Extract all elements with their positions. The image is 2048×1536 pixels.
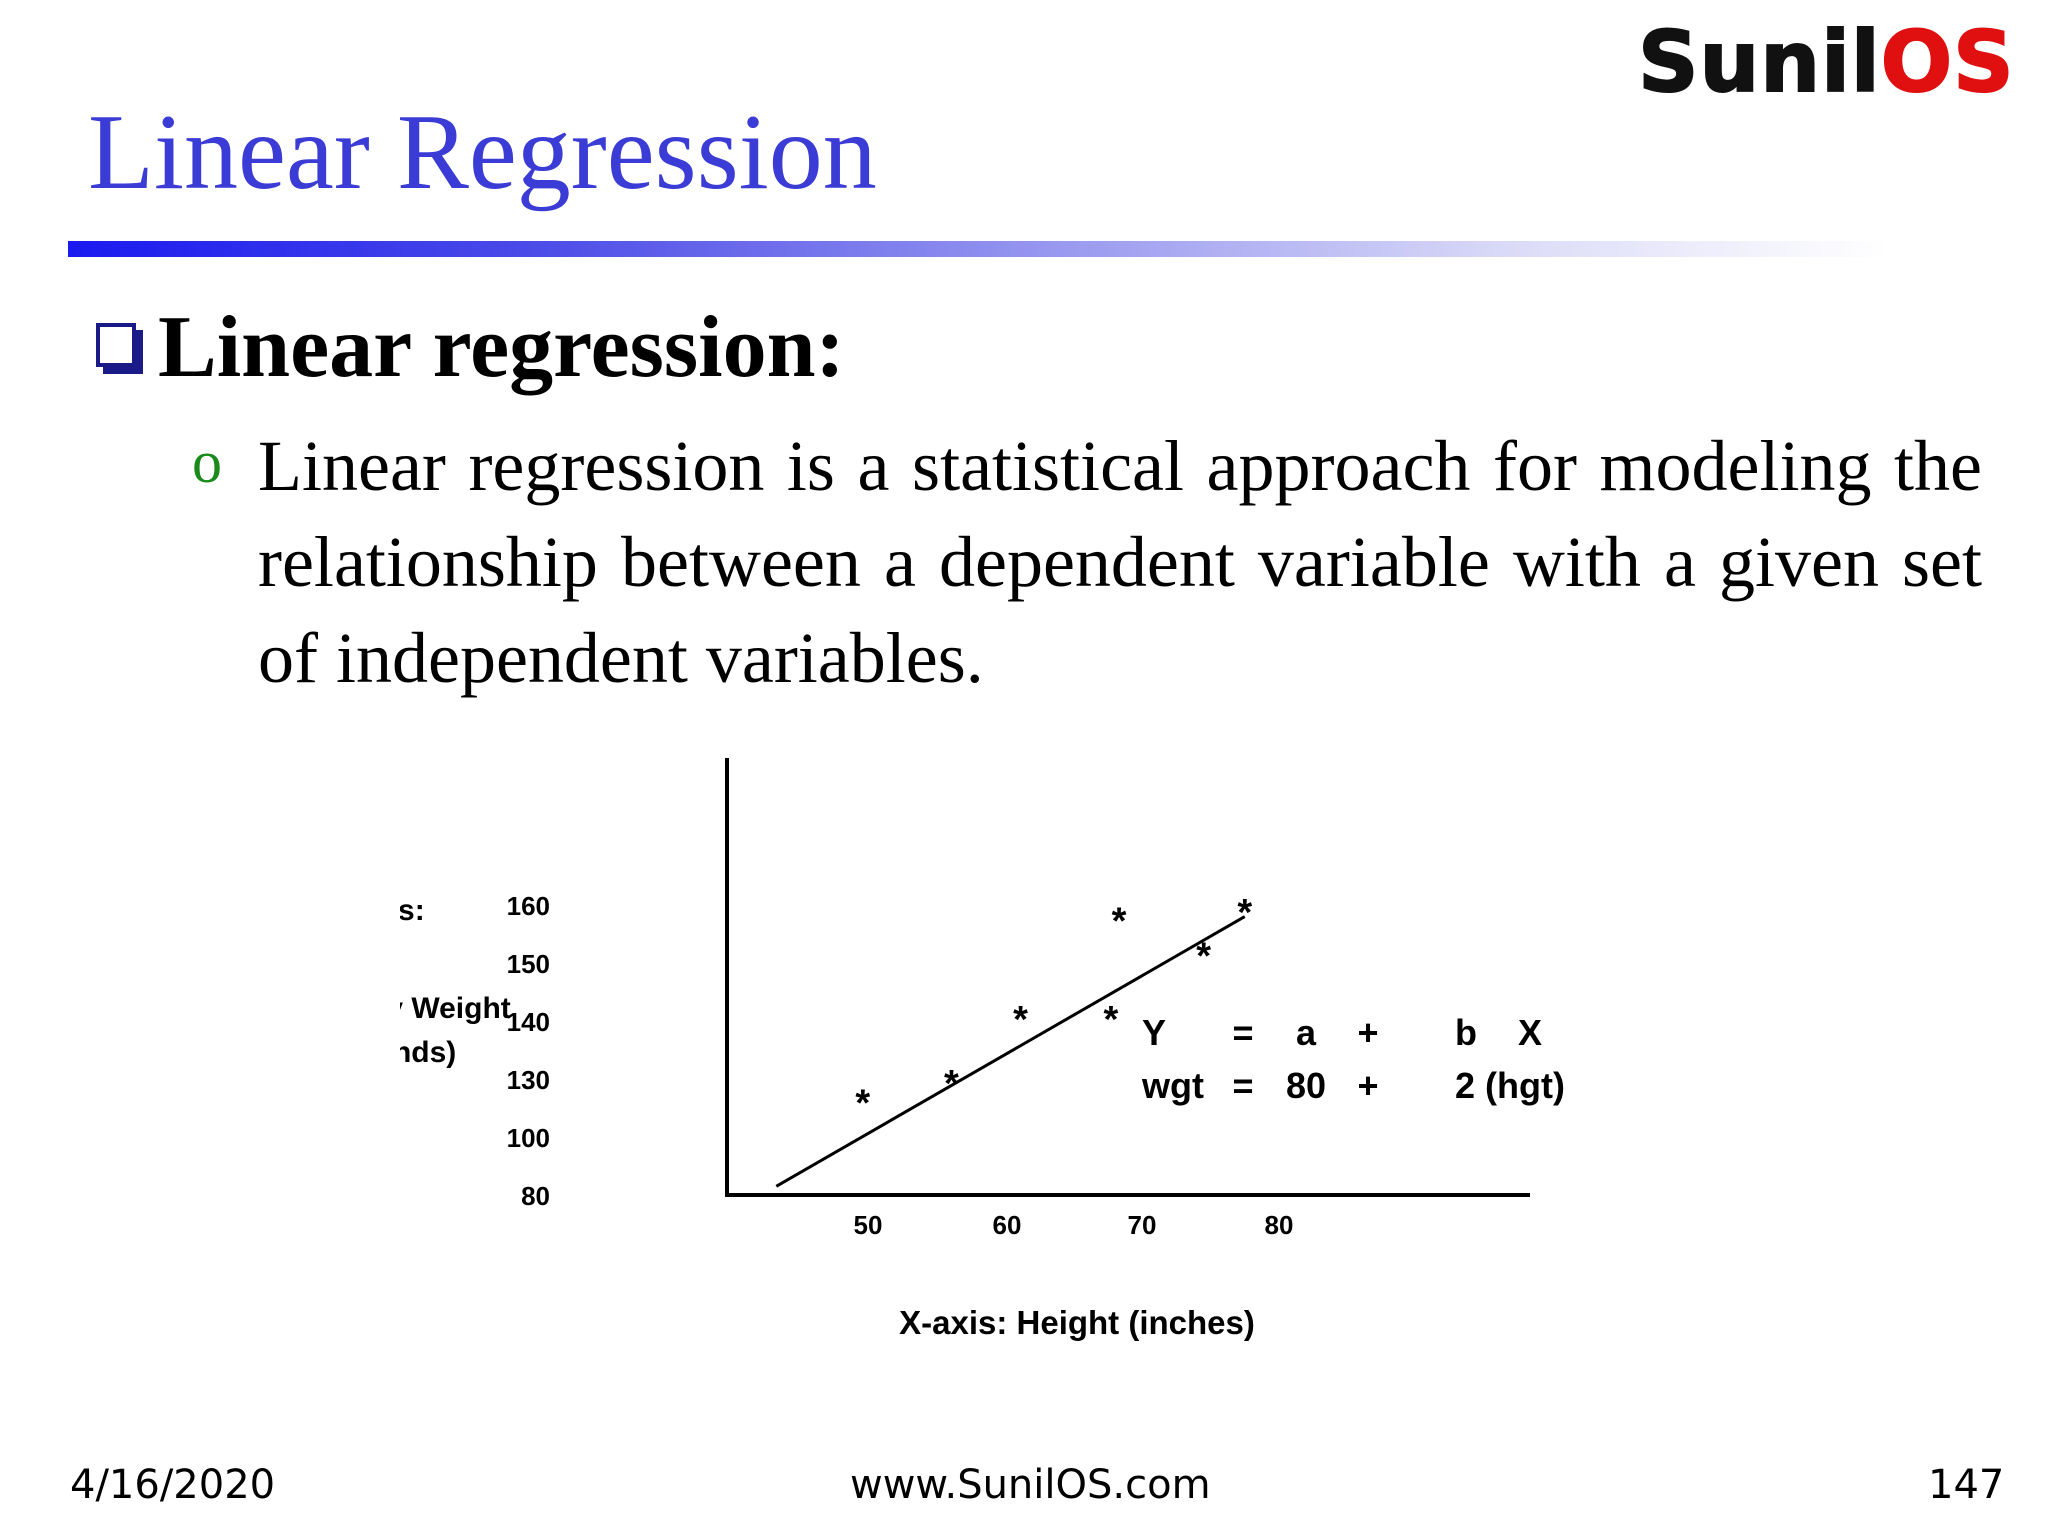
data-point-marker: * — [1196, 935, 1211, 977]
y-tick-label: 140 — [507, 1007, 550, 1037]
y-tick-label: 130 — [507, 1065, 550, 1095]
fit-line-group — [775, 915, 1246, 1188]
data-point-marker: * — [855, 1082, 870, 1124]
y-tick-label: 160 — [507, 891, 550, 921]
data-point-marker: * — [1237, 892, 1252, 934]
x-tick-label: 80 — [1265, 1210, 1294, 1240]
equation-cell: Y — [1142, 1012, 1166, 1053]
footer-date: 4/16/2020 — [70, 1462, 276, 1508]
regression-chart: Y-axis: Body Weight (pounds) 80 100 130 140 15… — [400, 758, 1565, 1341]
x-tick-labels: 50 60 70 80 — [854, 1210, 1294, 1240]
y-axis-label-line: Y-axis: — [400, 894, 425, 927]
data-points: * * * * * * * — [855, 892, 1252, 1124]
y-tick-label: 100 — [507, 1123, 550, 1153]
main-bullet: Linear regression: — [96, 292, 845, 402]
y-axis-label-line: Body Weight — [400, 992, 511, 1025]
checkbox-bullet-icon — [96, 323, 146, 377]
equation-cell: a — [1296, 1012, 1317, 1053]
footer-website: www.SunilOS.com — [850, 1462, 1211, 1508]
data-point-marker: * — [1112, 901, 1127, 943]
equation-cell: X — [1518, 1012, 1542, 1053]
equation-cell: + — [1357, 1012, 1378, 1053]
x-tick-label: 50 — [854, 1210, 883, 1240]
equation-cell: = — [1232, 1012, 1253, 1053]
y-tick-labels: 80 100 130 140 150 160 — [507, 891, 550, 1211]
data-point-marker: * — [1104, 999, 1119, 1041]
x-axis-label: X-axis: Height (inches) — [899, 1304, 1255, 1341]
equation-cell: b — [1455, 1012, 1477, 1053]
title-gradient-rule — [68, 241, 1888, 257]
logo-text-dark: Sunil — [1637, 13, 1881, 111]
equation-cell: + — [1357, 1065, 1378, 1106]
x-tick-label: 70 — [1128, 1210, 1157, 1240]
y-axis-label-line: (pounds) — [400, 1036, 456, 1069]
equation-cell: 2 (hgt) — [1455, 1065, 1565, 1106]
y-axis-label-group: Y-axis: Body Weight (pounds) — [400, 894, 511, 1069]
logo-text-red: OS — [1880, 13, 2015, 111]
footer-page-number: 147 — [1928, 1462, 2005, 1508]
sunilos-logo: SunilOS — [1637, 19, 2015, 105]
sub-bullet-marker: o — [192, 429, 222, 495]
bullet-heading: Linear regression: — [158, 298, 845, 396]
x-tick-label: 60 — [993, 1210, 1022, 1240]
sub-bullet-text: Linear regression is a statistical appro… — [258, 426, 1982, 698]
equation-cell: wgt — [1141, 1065, 1204, 1106]
y-tick-label: 150 — [507, 949, 550, 979]
slide-title: Linear Regression — [88, 93, 877, 212]
data-point-marker: * — [944, 1063, 959, 1105]
equation-cell: = — [1232, 1065, 1253, 1106]
equation-cell: 80 — [1286, 1065, 1326, 1106]
axes-group — [725, 758, 1530, 1197]
regression-fit-line — [775, 915, 1246, 1188]
data-point-marker: * — [1013, 999, 1028, 1041]
y-tick-label: 80 — [521, 1181, 550, 1211]
